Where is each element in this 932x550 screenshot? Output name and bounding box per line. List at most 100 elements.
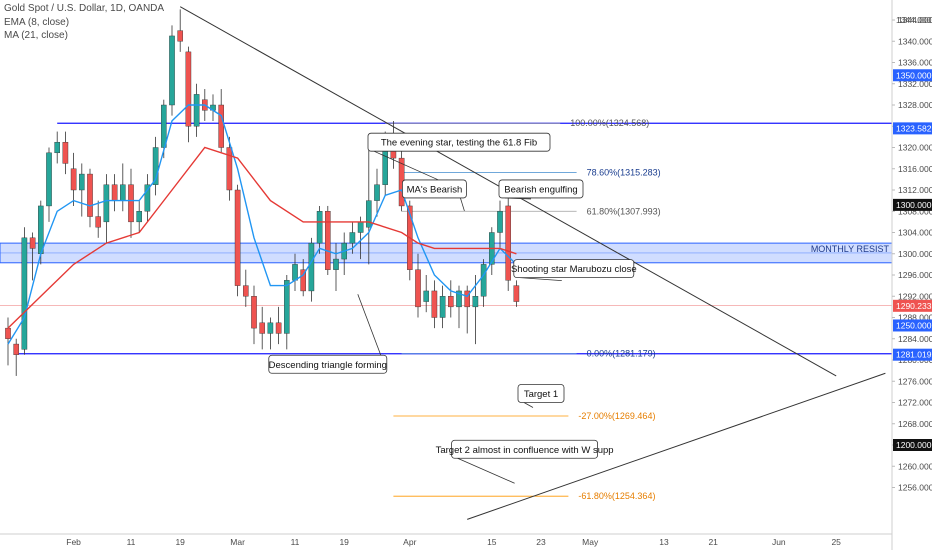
- price-tag-bg-6: [893, 348, 932, 361]
- y-tick-label-10: 1296.000: [898, 270, 932, 280]
- ma-legend: MA (21, close): [4, 30, 68, 41]
- price-tag-bg-7: [893, 439, 932, 451]
- fib-label-1: 78.60%(1315.283): [587, 168, 661, 178]
- price-tag-bg-1: [893, 69, 932, 82]
- x-tick-label-9: May: [582, 537, 599, 547]
- candle-body-37: [308, 242, 315, 292]
- candle-body-20: [169, 35, 175, 106]
- annotation-box-2: [498, 179, 584, 199]
- annotation-text-4: Descending triangle forming: [269, 360, 387, 371]
- candle-body-33: [275, 322, 282, 334]
- annotation-leader-0: [373, 150, 440, 181]
- candle-body-39: [325, 211, 331, 270]
- y-tick-label-7: 1284.000: [898, 334, 932, 344]
- candle-body-42: [349, 232, 356, 244]
- x-tick-label-2: 19: [175, 537, 185, 547]
- y-tick-label-11: 1300.000: [898, 249, 932, 259]
- annotation-leader-4: [357, 294, 382, 356]
- y-tick-label-0: 1256.000: [898, 483, 932, 493]
- ma-line: [7, 146, 517, 329]
- y-tick-label-15: 1316.000: [898, 164, 932, 174]
- candle-body-46: [382, 147, 389, 185]
- ema-line: [7, 104, 517, 345]
- candle-body-0: [5, 327, 11, 339]
- candle-body-17: [144, 184, 151, 212]
- candle-body-3: [29, 237, 36, 249]
- candle-body-62: [513, 285, 520, 302]
- y-tick-label-19: 1332.000: [898, 79, 932, 89]
- annotation-text-1: MA's Bearish: [407, 184, 463, 195]
- y-tick-label-16: 1320.000: [898, 143, 932, 153]
- x-tick-label-0: Feb: [66, 537, 81, 547]
- annotation-text-6: Target 2 almost in confluence with W sup…: [436, 445, 614, 456]
- y-tick-label-3: 1268.000: [898, 419, 932, 429]
- x-tick-label-1: 11: [127, 537, 136, 547]
- fib-label-5: -61.80%(1254.364): [578, 491, 655, 501]
- price-tag-0: 1344.000: [896, 15, 932, 25]
- x-tick-label-6: Apr: [403, 537, 416, 547]
- candle-body-51: [423, 290, 430, 302]
- y-tick-label-4: 1272.000: [898, 398, 932, 408]
- y-tick-label-14: 1312.000: [898, 185, 932, 195]
- price-tag-4: 1290.233: [896, 301, 932, 311]
- annotation-box-3: [513, 259, 635, 279]
- candle-body-14: [119, 184, 126, 201]
- y-tick-label-1: 1260.000: [898, 461, 932, 471]
- x-tick-label-13: 25: [831, 537, 841, 547]
- x-tick-label-12: Jun: [772, 537, 786, 547]
- candle-body-50: [415, 269, 421, 308]
- candle-body-5: [46, 152, 52, 207]
- x-tick-label-8: 23: [536, 537, 546, 547]
- candle-body-22: [185, 51, 192, 127]
- price-tag-3: 1300.000: [896, 200, 932, 210]
- y-tick-label-8: 1288.000: [898, 313, 932, 323]
- candle-body-30: [251, 296, 257, 329]
- chart-title: Gold Spot / U.S. Dollar, 1D, OANDA: [4, 3, 165, 14]
- candle-body-4: [38, 205, 44, 254]
- candle-body-15: [128, 184, 134, 223]
- candle-body-55: [456, 290, 462, 308]
- candle-body-56: [464, 290, 471, 308]
- fib-label-3: 0.00%(1281.179): [587, 349, 656, 359]
- candle-body-31: [259, 322, 266, 334]
- price-tag-2: 1323.582: [896, 123, 932, 133]
- annotation-text-5: Target 1: [524, 389, 558, 400]
- annotation-box-5: [517, 384, 565, 403]
- candle-body-7: [62, 141, 69, 164]
- annotation-leader-6: [457, 457, 515, 484]
- candle-body-26: [218, 104, 225, 148]
- annotation-leader-5: [523, 402, 534, 408]
- candle-body-38: [316, 211, 323, 244]
- ema-legend: EMA (8, close): [4, 17, 70, 28]
- annotation-leader-1: [460, 197, 465, 212]
- candle-body-18: [152, 147, 159, 185]
- candle-body-35: [292, 264, 298, 281]
- x-tick-label-5: 19: [339, 537, 349, 547]
- y-tick-label-9: 1292.000: [898, 291, 932, 301]
- candle-body-36: [300, 269, 307, 292]
- fib-label-4: -27.00%(1269.464): [578, 411, 655, 421]
- price-tag-7: 1200.000: [896, 440, 932, 450]
- annotation-leader-3: [519, 277, 562, 282]
- candle-body-23: [193, 94, 200, 127]
- candle-body-8: [70, 168, 77, 191]
- x-tick-label-10: 13: [659, 537, 669, 547]
- candle-body-10: [87, 173, 93, 217]
- candle-body-11: [95, 216, 101, 228]
- fib-label-0: 100.00%(1324.568): [570, 118, 649, 128]
- x-tick-label-3: Mar: [230, 537, 245, 547]
- price-tag-1: 1350.000: [896, 70, 932, 80]
- candle-body-32: [267, 322, 274, 334]
- y-tick-label-22: 1344.000: [898, 15, 932, 25]
- price-tag-5: 1250.000: [896, 320, 932, 330]
- candle-body-2: [21, 237, 28, 350]
- candle-body-9: [78, 173, 85, 191]
- candle-body-27: [226, 147, 233, 191]
- x-tick-label-11: 21: [708, 537, 718, 547]
- candle-body-52: [431, 290, 438, 318]
- candle-body-19: [160, 104, 167, 148]
- annotation-text-0: The evening star, testing the 61.8 Fib: [381, 138, 537, 149]
- candle-body-60: [497, 211, 503, 233]
- annotation-box-4: [268, 354, 388, 374]
